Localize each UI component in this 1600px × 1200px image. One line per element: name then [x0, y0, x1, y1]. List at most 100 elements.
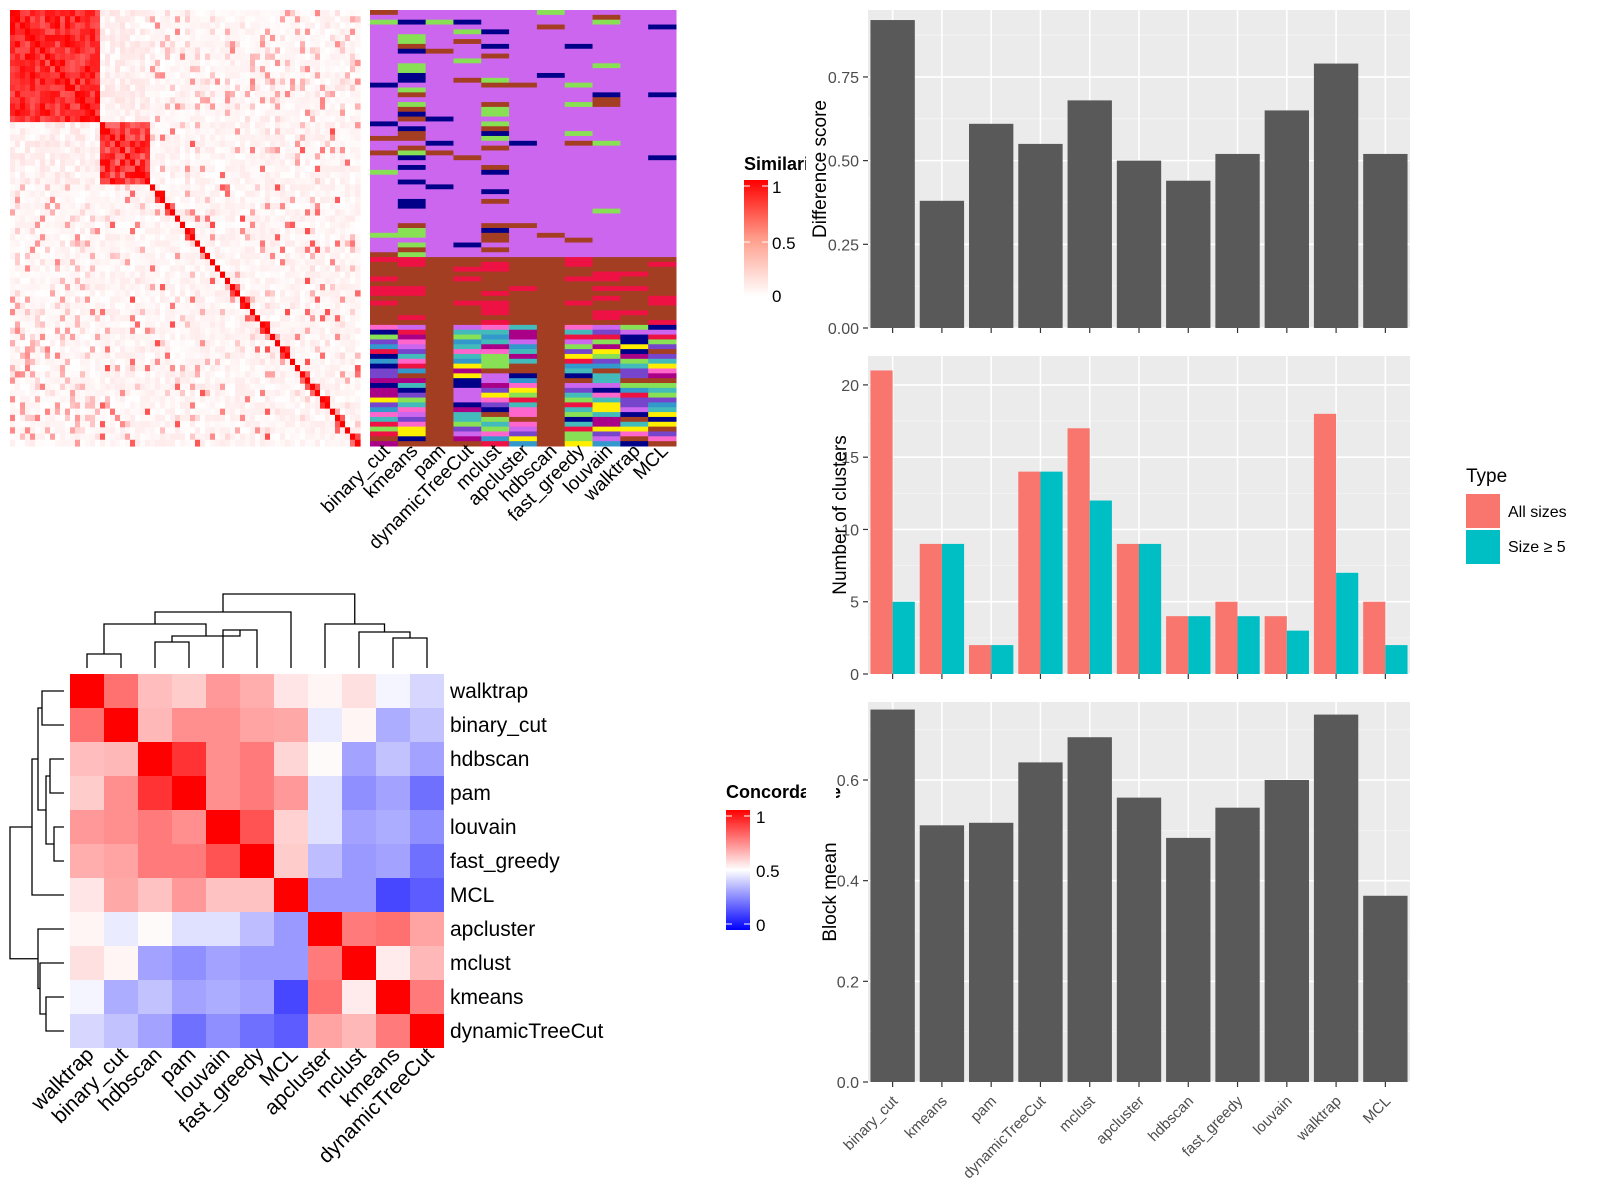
- similarity-cell: [220, 221, 226, 229]
- similarity-cell: [255, 433, 261, 441]
- similarity-cell: [290, 215, 296, 223]
- similarity-cell: [150, 221, 156, 229]
- similarity-cell: [215, 290, 221, 298]
- similarity-cell: [85, 59, 91, 67]
- similarity-cell: [150, 122, 156, 129]
- similarity-cell: [275, 84, 281, 92]
- similarity-cell: [45, 290, 51, 298]
- similarity-cell: [205, 315, 211, 323]
- similarity-cell: [140, 302, 146, 310]
- similarity-cell: [25, 22, 31, 30]
- cluster-label-cell: [370, 276, 399, 282]
- similarity-cell: [305, 396, 311, 403]
- similarity-cell: [200, 190, 206, 198]
- similarity-cell: [200, 196, 206, 204]
- similarity-cell: [285, 315, 291, 323]
- similarity-cell: [235, 66, 241, 73]
- similarity-cell: [85, 246, 91, 254]
- similarity-cell: [215, 109, 221, 117]
- similarity-cell: [90, 90, 96, 98]
- similarity-cell: [150, 383, 156, 391]
- similarity-cell: [50, 178, 56, 185]
- similarity-cell: [95, 234, 101, 242]
- similarity-cell: [115, 346, 121, 354]
- similarity-cell: [240, 184, 246, 192]
- similarity-cell: [315, 259, 321, 266]
- similarity-cell: [15, 165, 21, 173]
- similarity-cell: [275, 377, 281, 385]
- similarity-cell: [235, 433, 241, 441]
- similarity-cell: [160, 352, 166, 360]
- similarity-cell: [145, 109, 151, 117]
- similarity-cell: [335, 171, 341, 179]
- similarity-cell: [245, 265, 251, 273]
- similarity-cell: [185, 84, 191, 92]
- similarity-cell: [105, 321, 111, 329]
- similarity-cell: [20, 66, 26, 73]
- similarity-cell: [115, 97, 121, 105]
- similarity-cell: [240, 277, 246, 285]
- similarity-cell: [90, 365, 96, 372]
- similarity-cell: [325, 53, 331, 61]
- similarity-cell: [345, 34, 351, 42]
- similarity-cell: [265, 315, 271, 323]
- similarity-cell: [75, 153, 81, 161]
- similarity-cell: [260, 321, 266, 329]
- similarity-cell: [90, 252, 96, 260]
- similarity-cell: [85, 414, 91, 422]
- similarity-cell: [140, 165, 146, 173]
- similarity-cell: [245, 371, 251, 379]
- similarity-cell: [300, 134, 306, 142]
- similarity-cell: [10, 296, 16, 304]
- similarity-cell: [135, 103, 141, 111]
- similarity-cell: [230, 165, 236, 173]
- similarity-cell: [210, 66, 216, 73]
- similarity-cell: [190, 240, 196, 248]
- similarity-cell: [155, 327, 161, 335]
- similarity-cell: [305, 265, 311, 273]
- similarity-cell: [145, 352, 151, 360]
- similarity-cell: [35, 240, 41, 248]
- similarity-cell: [150, 439, 156, 447]
- similarity-cell: [330, 109, 336, 117]
- similarity-cell: [45, 122, 51, 129]
- similarity-cell: [345, 296, 351, 304]
- similarity-cell: [100, 184, 106, 192]
- similarity-cell: [245, 396, 251, 403]
- similarity-cell: [300, 72, 306, 80]
- similarity-cell: [80, 134, 86, 142]
- similarity-cell: [285, 421, 291, 428]
- similarity-cell: [170, 240, 176, 248]
- similarity-cell: [115, 153, 121, 161]
- similarity-cell: [70, 159, 76, 167]
- similarity-cell: [250, 333, 256, 341]
- similarity-cell: [210, 340, 216, 347]
- similarity-cell: [105, 203, 111, 210]
- similarity-cell: [65, 215, 71, 223]
- similarity-cell: [175, 209, 181, 217]
- similarity-cell: [300, 22, 306, 30]
- similarity-cell: [265, 427, 271, 435]
- similarity-cell: [70, 271, 76, 279]
- similarity-cell: [85, 178, 91, 185]
- similarity-cell: [330, 153, 336, 161]
- similarity-cell: [55, 47, 61, 55]
- similarity-cell: [275, 408, 281, 416]
- similarity-cell: [340, 389, 346, 397]
- similarity-cell: [275, 10, 281, 17]
- similarity-cell: [160, 308, 166, 316]
- similarity-cell: [320, 302, 326, 310]
- similarity-cell: [130, 97, 136, 105]
- similarity-cell: [110, 271, 116, 279]
- similarity-cell: [30, 408, 36, 416]
- similarity-cell: [175, 371, 181, 379]
- similarity-cell: [355, 178, 361, 185]
- similarity-cell: [270, 327, 276, 335]
- similarity-cell: [110, 59, 116, 67]
- similarity-cell: [195, 115, 201, 123]
- similarity-cell: [15, 259, 21, 266]
- similarity-cell: [70, 346, 76, 354]
- similarity-cell: [345, 84, 351, 92]
- similarity-cell: [335, 16, 341, 24]
- similarity-cell: [70, 402, 76, 410]
